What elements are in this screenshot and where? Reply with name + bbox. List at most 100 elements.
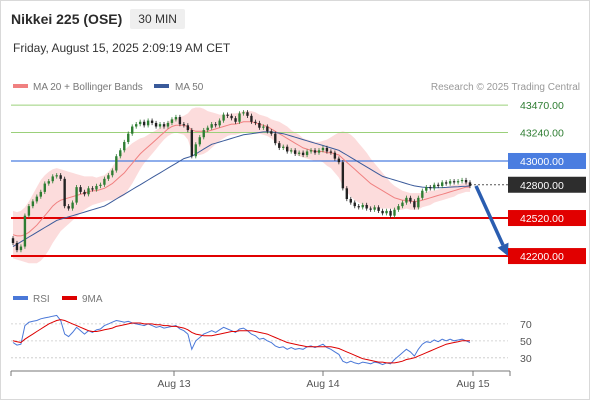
ma20-legend-swatch [13,84,28,88]
candle-body [194,144,197,157]
candle-body [452,181,456,183]
candle-body [361,204,364,208]
candle-body [250,115,253,122]
rsi-tick-label: 70 [520,319,532,331]
level-label: 42520.00 [520,213,564,225]
candle-body [289,150,293,152]
candle-body [425,187,428,191]
forecast-arrow-shaft [474,185,505,246]
candle-body [43,183,46,192]
rsi-tick-label: 50 [520,336,532,348]
candle-body [373,207,376,210]
level-label: 43000.00 [520,156,564,168]
candle-body [238,113,241,122]
candle-body [182,124,186,126]
candle-body [31,201,35,207]
candle-body [226,114,229,116]
candle-body [456,181,460,183]
x-tick-label: Aug 13 [157,378,190,390]
candle-body [293,150,297,154]
interval-button[interactable]: 30 MIN [130,9,185,29]
candle-body [51,176,54,182]
candle-body [123,141,126,151]
chart-header: Nikkei 225 (OSE) 30 MIN [11,9,185,29]
candle-body [397,206,400,210]
candle-body [111,170,114,176]
candle-body [71,202,74,209]
candle-body [99,184,102,186]
rsi-line [12,314,471,366]
candle-body [19,246,23,251]
candle-body [190,130,194,157]
candle-body [242,112,245,114]
candle-body [63,178,66,207]
candle-body [369,208,372,210]
candle-body [127,133,130,142]
ma50-legend-swatch [154,84,169,88]
candle-body [381,210,384,214]
candle-body [131,126,134,134]
forecast-arrow-head [497,242,509,257]
candle-body [409,197,412,202]
candle-body [349,199,352,203]
candle-body [444,182,448,184]
candle-body [468,182,472,186]
price-levels [11,104,508,258]
candle-body [15,242,19,251]
candle-body [365,204,368,209]
candle-body [413,201,416,208]
credit-label: Research © 2025 Trading Central [431,82,580,93]
candle-body [178,117,182,125]
candle-body [138,121,142,125]
candle-body [266,126,269,132]
candle-body [317,150,321,153]
candle-body [385,210,388,214]
candle-body [345,188,349,200]
candle-body [321,147,325,151]
candle-body [389,210,392,216]
candle-body [35,196,39,202]
candle-body [170,119,174,123]
candle-body [286,146,289,152]
candle-body [309,150,313,152]
candle-body [162,124,166,127]
candle-body [95,185,98,190]
candle-body [246,112,249,116]
rsi-tick-label: 30 [520,353,532,365]
candle-body [258,122,261,128]
candle-body [27,206,31,216]
level-label: 42200.00 [520,251,564,263]
candle-body [186,125,190,131]
rsi-panel: 70 50 30 [11,314,532,366]
candle-body [103,178,106,185]
candle-body [55,175,58,177]
level-labels: 43470.00 43240.00 43000.00 42800.00 42520.00… [508,100,586,265]
candle-body [448,181,452,184]
level-tag [508,248,586,265]
bollinger-band [13,107,470,264]
candle-body [67,206,70,209]
bollinger-band-area [13,107,470,264]
candle-body [357,206,360,208]
level-label: 42800.00 [520,180,564,192]
candle-body [107,175,110,179]
candle-body [150,120,154,123]
candle-body [210,124,213,128]
candle-body [460,180,464,182]
x-tick-label: Aug 15 [456,378,489,390]
rsi-ma-legend-label: 9MA [82,294,103,305]
candle-body [214,124,217,126]
candle-body [198,137,201,145]
rsi-ma-line [12,319,470,364]
rsi-legend-label: RSI [33,294,50,305]
level-label: 43470.00 [520,100,564,112]
candle-body [83,191,86,195]
candle-body [433,184,436,189]
candle-body [274,133,277,144]
candle-body [206,127,209,131]
candle-body [79,187,82,192]
candle-body [437,184,440,186]
candle-body [393,209,396,216]
rsi-ma-legend-swatch [62,296,77,300]
candle-body [341,162,345,189]
